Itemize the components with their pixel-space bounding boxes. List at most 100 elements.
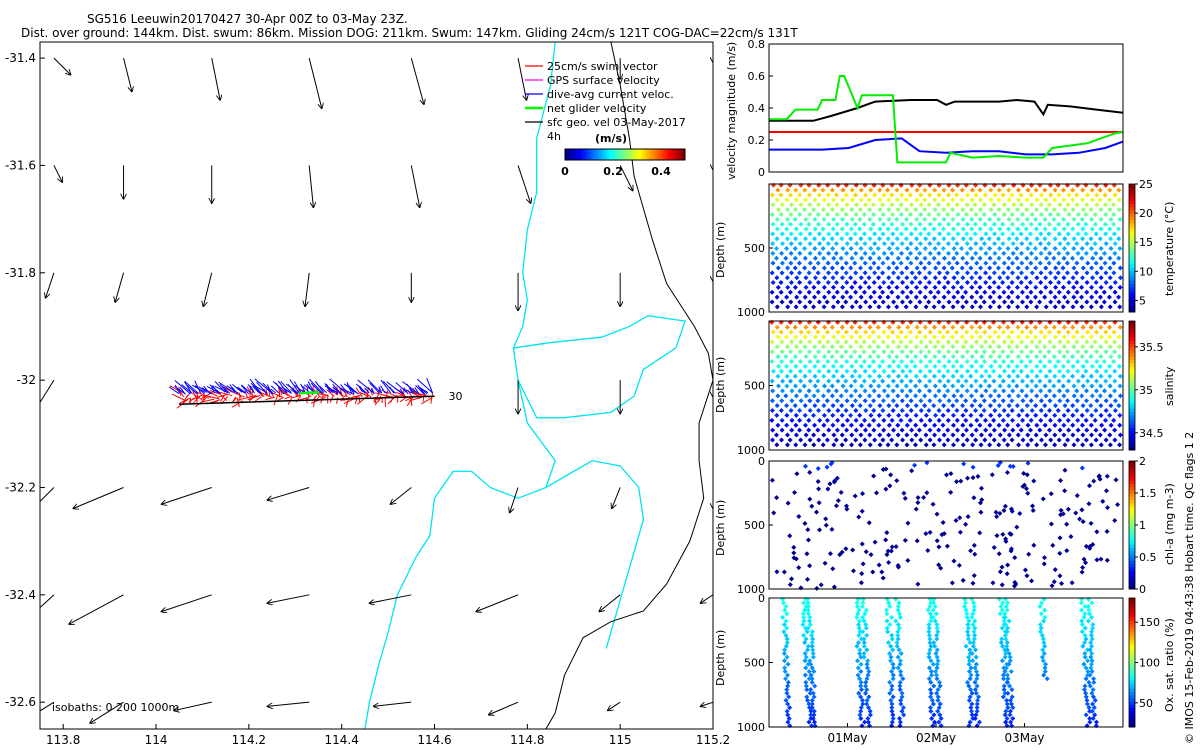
colorbar-cell: [621, 149, 624, 160]
dac-vector: [293, 381, 303, 395]
swim-vector: [192, 390, 198, 401]
temp-colorbar-label: temperature (°C): [1163, 201, 1176, 296]
dac-vector: [371, 388, 375, 395]
geo-velocity-vector: [308, 57, 322, 108]
colorbar-cell: [637, 149, 640, 160]
dac-vector: [380, 379, 392, 394]
colorbar-cell: [583, 149, 586, 160]
geo-velocity-vector: [46, 272, 55, 298]
colorbar-cell: [675, 149, 678, 160]
geo-velocity-vector: [40, 594, 55, 609]
sal-colorbar-label: salinity: [1163, 366, 1176, 406]
colorbar-cell: [643, 149, 646, 160]
colorbar-cell: [601, 149, 604, 160]
swim-vector: [406, 396, 414, 407]
x-tick-label: 114.4: [325, 733, 359, 747]
colorbar-cell: [661, 149, 664, 160]
dac-vector: [214, 380, 226, 393]
swim-vector: [216, 393, 229, 398]
geo-velocity-vector: [517, 165, 531, 203]
dac-vector: [386, 381, 402, 394]
swim-vector: [284, 395, 293, 400]
dac-vector: [307, 381, 315, 394]
colorbar-cell: [679, 149, 682, 160]
geo-velocity-vector: [211, 58, 220, 100]
swim-vector: [411, 389, 422, 397]
dac-vector: [426, 378, 434, 394]
colorbar-cell: [591, 149, 594, 160]
legend-entry: net glider velocity: [547, 102, 647, 115]
colorbar-cell: [659, 149, 662, 160]
geo-velocity-vector: [410, 57, 424, 104]
geo-velocity-vector: [619, 165, 633, 190]
dac-vector: [380, 385, 386, 394]
colorbar-cell: [611, 149, 614, 160]
colorbar-cell: [667, 149, 670, 160]
x-tick-label: 115.2: [696, 733, 730, 747]
swim-vector: [182, 394, 189, 404]
swim-vector: [188, 397, 195, 404]
geo-velocity-vector: [308, 165, 313, 207]
swim-vector: [430, 396, 433, 404]
dac-vector: [364, 387, 370, 394]
colorbar-cell: [581, 149, 584, 160]
geo-velocity-vector: [53, 165, 62, 182]
x-tick-label: 115: [609, 733, 632, 747]
colorbar-cell: [603, 149, 606, 160]
dac-vector: [318, 385, 327, 394]
isobath-line: [545, 459, 645, 649]
chl-ylabel: Depth (m): [714, 499, 727, 556]
colorbar-cell: [633, 149, 636, 160]
colorbar-cell: [627, 149, 630, 160]
swim-vector: [238, 392, 241, 402]
legend-entry: 4h: [547, 130, 561, 143]
y-tick-label: -32.2: [5, 480, 36, 494]
dac-vector: [280, 381, 292, 393]
dac-vector: [252, 385, 260, 394]
y-tick-label: -32.4: [5, 588, 36, 602]
swim-vector: [386, 391, 397, 398]
dac-vector: [402, 381, 420, 395]
swim-vector: [343, 396, 359, 405]
colorbar-cell: [609, 149, 612, 160]
dac-vector: [417, 384, 426, 395]
isobath-line: [364, 42, 556, 729]
colorbar-cell: [631, 149, 634, 160]
colorbar-cell: [599, 149, 602, 160]
geo-velocity-vector: [374, 701, 412, 706]
y-tick-label: -32.6: [5, 695, 36, 709]
geo-velocity-vector: [517, 58, 526, 100]
swim-vector: [171, 393, 186, 402]
map-plot-area: [40, 42, 713, 729]
colorbar-cell: [647, 149, 650, 160]
dac-vector: [249, 385, 255, 393]
geo-velocity-vector: [115, 272, 125, 302]
geo-velocity-vector: [410, 165, 419, 207]
colorbar-cell: [575, 149, 578, 160]
swim-vector: [421, 397, 433, 405]
dac-vector: [416, 378, 434, 394]
dac-vector: [203, 385, 211, 395]
x-tick-label: 114.8: [510, 733, 544, 747]
colorbar-cell: [655, 149, 658, 160]
dac-vector: [232, 383, 243, 393]
dac-vector: [272, 380, 287, 394]
y-tick-label: -31.4: [5, 51, 36, 65]
colorbar-cell: [651, 149, 654, 160]
colorbar-cell: [587, 149, 590, 160]
y-tick-label: -32: [16, 373, 36, 387]
colorbar-cell: [635, 149, 638, 160]
colorbar-cell: [625, 149, 628, 160]
swim-vector: [220, 395, 225, 402]
colorbar-cell: [657, 149, 660, 160]
dac-vector: [194, 385, 205, 395]
dac-vector: [277, 380, 288, 394]
x-tick-label: 114: [145, 733, 168, 747]
colorbar-cell: [589, 149, 592, 160]
swim-vector: [410, 396, 413, 406]
geo-velocity-vector: [599, 594, 621, 612]
dac-vector: [262, 382, 274, 395]
swim-vector: [195, 397, 207, 408]
net-velocity-vector: [299, 390, 320, 395]
